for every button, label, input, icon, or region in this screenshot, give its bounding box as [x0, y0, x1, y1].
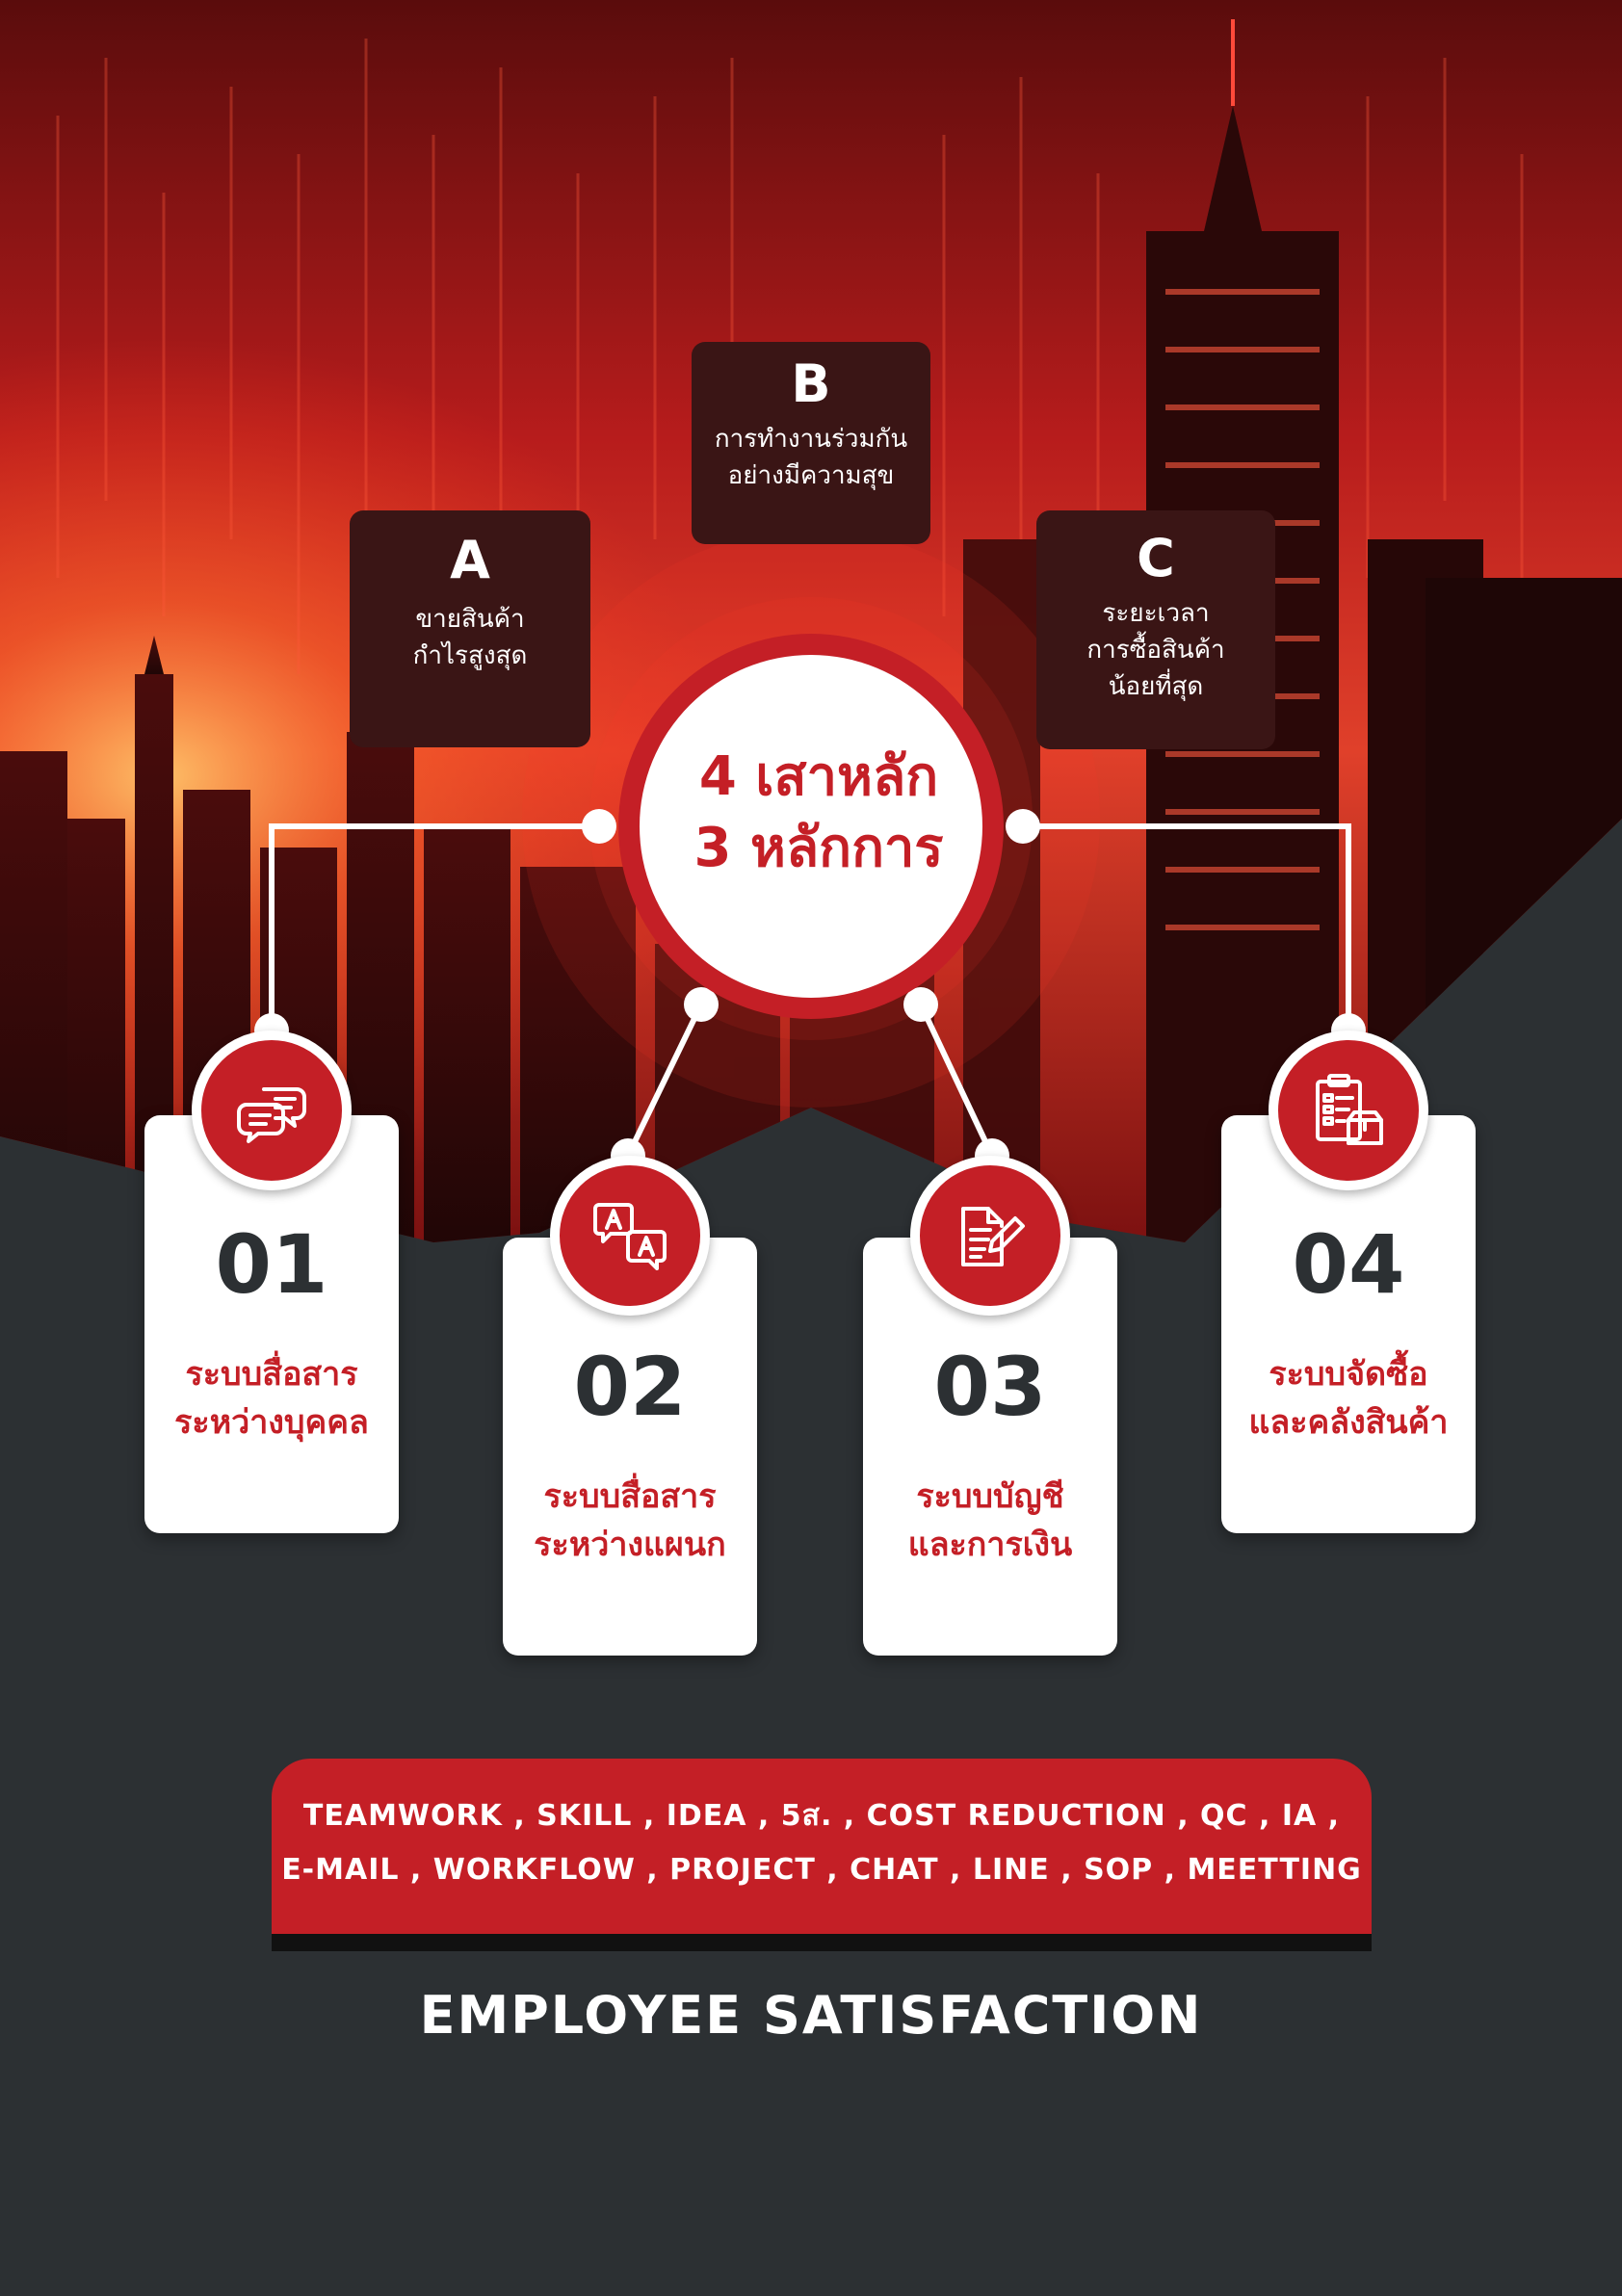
footer-title: EMPLOYEE SATISFACTION	[419, 1985, 1203, 2046]
pillar-number: 02	[573, 1340, 687, 1434]
translate-icon	[593, 1203, 667, 1270]
keywords-banner: TEAMWORK , SKILL , IDEA , 5ส. , COST RED…	[272, 1759, 1372, 1936]
pillar-text: ระบบบัญชี และการเงิน	[907, 1477, 1073, 1564]
pillar-text: ระบบสื่อสาร ระหว่างบุคคล	[174, 1355, 369, 1442]
principle-c: C ระยะเวลา การซื้อสินค้า น้อยที่สุด	[1036, 510, 1275, 749]
principle-text: การทำงานร่วมกัน อย่างมีความสุข	[714, 425, 908, 490]
pillar-text: ระบบสื่อสาร ระหว่างแผนก	[534, 1477, 726, 1564]
pillar-text: ระบบจัดซื้อ และคลังสินค้า	[1248, 1355, 1449, 1442]
chat-bubbles-icon	[237, 1087, 306, 1143]
pillar-number: 03	[933, 1340, 1047, 1434]
principle-letter: A	[450, 530, 490, 590]
clipboard-box-icon	[1316, 1074, 1383, 1145]
principle-letter: C	[1137, 528, 1175, 588]
principle-letter: B	[791, 353, 831, 414]
pillar-badge-04	[1269, 1031, 1428, 1190]
principle-text: ระยะเวลา การซื้อสินค้า น้อยที่สุด	[1086, 599, 1225, 701]
pillar-badge-02	[550, 1156, 710, 1316]
principle-a: A ขายสินค้า กำไรสูงสุด	[350, 510, 590, 747]
keywords-line-1: TEAMWORK , SKILL , IDEA , 5ส. , COST RED…	[302, 1799, 1341, 1833]
pillar-badge-03	[910, 1156, 1070, 1316]
principle-text: ขายสินค้า กำไรสูงสุด	[412, 605, 528, 670]
hub-title: 4 เสาหลัก 3 หลักการ	[693, 745, 944, 879]
pillar-card-04: 04 ระบบจัดซื้อ และคลังสินค้า	[1221, 1115, 1476, 1533]
banner-underline	[272, 1934, 1372, 1951]
principle-b: B การทำงานร่วมกัน อย่างมีความสุข	[692, 342, 930, 544]
pillar-badge-01	[192, 1031, 352, 1190]
pillar-number: 01	[215, 1217, 328, 1312]
pillar-number: 04	[1292, 1217, 1405, 1312]
document-pen-icon	[961, 1207, 1025, 1266]
keywords-line-2: E-MAIL , WORKFLOW , PROJECT , CHAT , LIN…	[281, 1853, 1362, 1887]
